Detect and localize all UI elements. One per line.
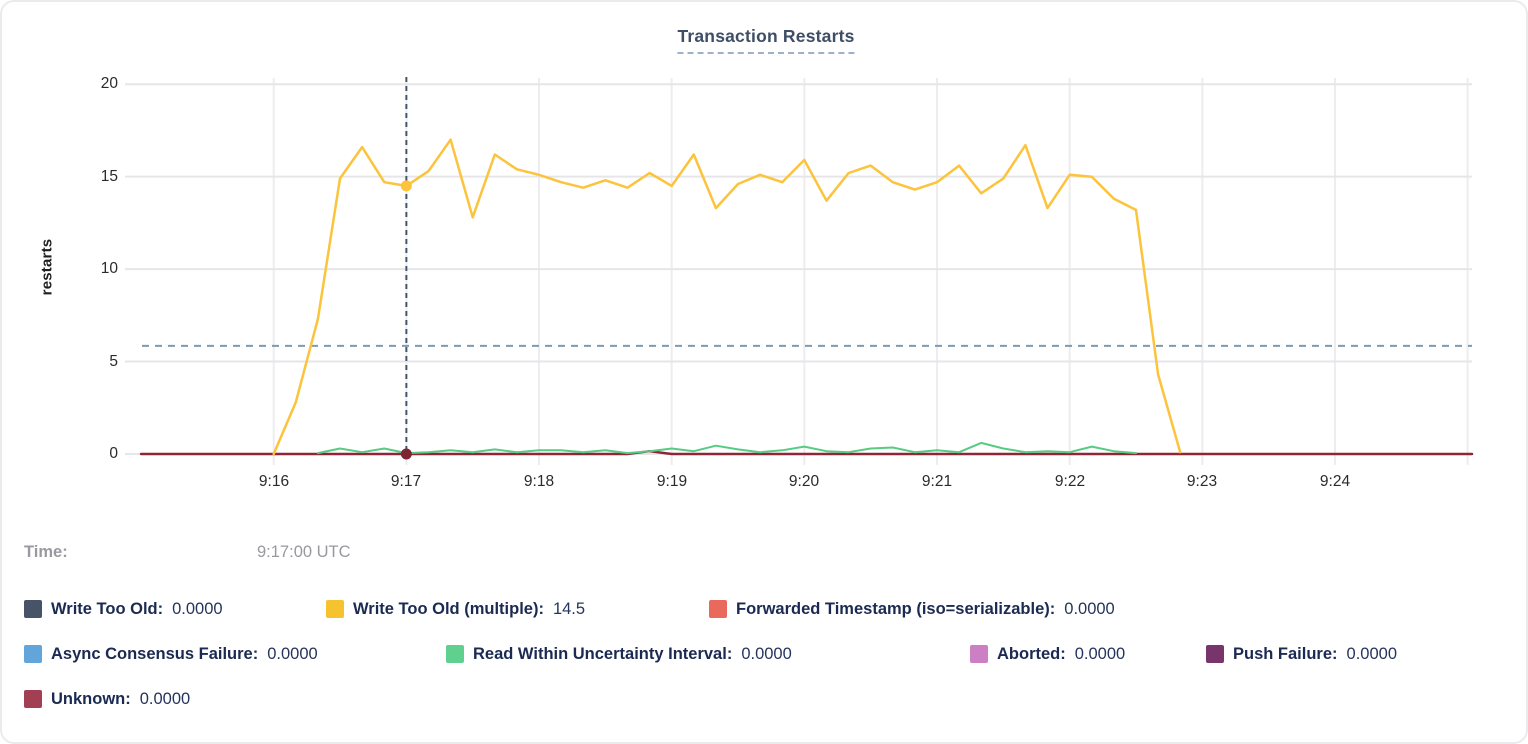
x-tick-917: 9:17: [390, 473, 422, 490]
aborted-swatch: [970, 645, 988, 663]
legend-row-3: Unknown: 0.0000: [24, 688, 1526, 710]
legend-item-write-too-old-multiple: Write Too Old (multiple): 14.5: [326, 598, 709, 620]
legend-label: Write Too Old:: [51, 600, 164, 618]
legend-label: Read Within Uncertainty Interval:: [473, 645, 733, 663]
y-tick-10: 10: [100, 260, 118, 277]
x-tick-922: 9:22: [1054, 473, 1086, 490]
push-failure-swatch: [1206, 645, 1224, 663]
legend-item-write-too-old: Write Too Old: 0.0000: [24, 598, 326, 620]
x-tick-920: 9:20: [788, 473, 820, 490]
legend-value: 0.0000: [139, 690, 191, 708]
legend-value: 14.5: [552, 600, 586, 618]
x-tick-918: 9:18: [523, 473, 555, 490]
y-tick-5: 5: [109, 353, 118, 370]
legend-label: Forwarded Timestamp (iso=serializable):: [736, 600, 1056, 618]
legend-row-1: Write Too Old: 0.0000 Write Too Old (mul…: [24, 598, 1526, 620]
x-tick-919: 9:19: [656, 473, 688, 490]
legend-label: Push Failure:: [1233, 645, 1338, 663]
legend-item-push-failure: Push Failure: 0.0000: [1206, 643, 1397, 665]
legend-item-async-consensus-failure: Async Consensus Failure: 0.0000: [24, 643, 446, 665]
legend-item-aborted: Aborted: 0.0000: [970, 643, 1206, 665]
y-tick-15: 15: [100, 168, 118, 185]
read-within-uncertainty-swatch: [446, 645, 464, 663]
legend-label: Unknown:: [51, 690, 131, 708]
legend-value: 0.0000: [1074, 645, 1126, 663]
legend-value: 0.0000: [741, 645, 792, 663]
write-too-old-swatch: [24, 600, 42, 618]
y-tick-20: 20: [100, 75, 118, 92]
time-label: Time:: [24, 543, 68, 561]
legend-row-2: Async Consensus Failure: 0.0000 Read Wit…: [24, 643, 1526, 665]
hover-readout: Time: 9:17:00 UTC Write Too Old: 0.0000 …: [2, 522, 1526, 710]
y-axis-label: restarts: [38, 238, 56, 296]
chart-region: Transaction Restarts restarts 20 15 10 5…: [2, 2, 1528, 522]
legend-label: Async Consensus Failure:: [51, 645, 259, 663]
legend-item-forwarded-timestamp: Forwarded Timestamp (iso=serializable): …: [709, 598, 1115, 620]
legend-value: 0.0000: [172, 600, 223, 618]
x-tick-916: 9:16: [258, 473, 290, 490]
legend-value: 0.0000: [1346, 645, 1397, 663]
legend-label: Write Too Old (multiple):: [353, 600, 544, 618]
forwarded-timestamp-swatch: [709, 600, 727, 618]
y-tick-0: 0: [109, 445, 118, 462]
chart-title[interactable]: Transaction Restarts: [677, 26, 855, 54]
chart-plot[interactable]: [2, 2, 1528, 522]
unknown-swatch: [24, 690, 42, 708]
x-tick-921: 9:21: [921, 473, 953, 490]
legend-item-unknown: Unknown: 0.0000: [24, 688, 190, 710]
legend-value: 0.0000: [267, 645, 318, 663]
x-tick-923: 9:23: [1186, 473, 1218, 490]
async-consensus-failure-swatch: [24, 645, 42, 663]
time-row: Time: 9:17:00 UTC: [24, 542, 1526, 562]
legend-value: 0.0000: [1064, 600, 1115, 618]
x-tick-924: 9:24: [1319, 473, 1351, 490]
time-value: 9:17:00 UTC: [257, 543, 351, 561]
write-too-old-multiple-swatch: [326, 600, 344, 618]
legend-label: Aborted:: [997, 645, 1066, 663]
legend-item-read-within-uncertainty: Read Within Uncertainty Interval: 0.0000: [446, 643, 970, 665]
